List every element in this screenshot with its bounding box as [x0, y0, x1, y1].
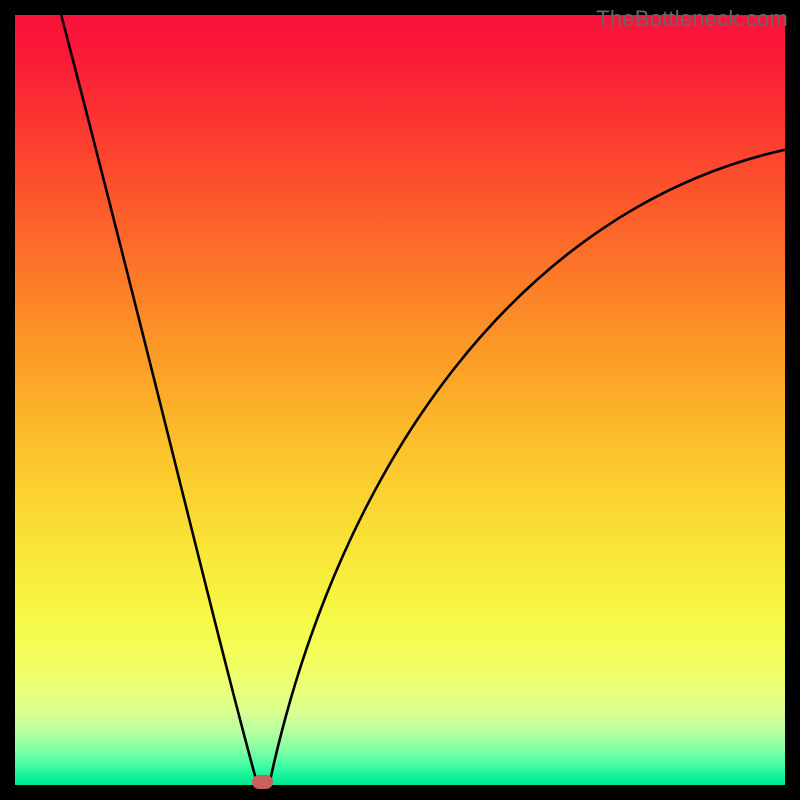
plot-frame [15, 15, 785, 785]
plot-area [15, 15, 785, 785]
minimum-marker [252, 775, 273, 789]
watermark-text: TheBottleneck.com [596, 6, 788, 32]
bottleneck-curve [15, 15, 785, 785]
